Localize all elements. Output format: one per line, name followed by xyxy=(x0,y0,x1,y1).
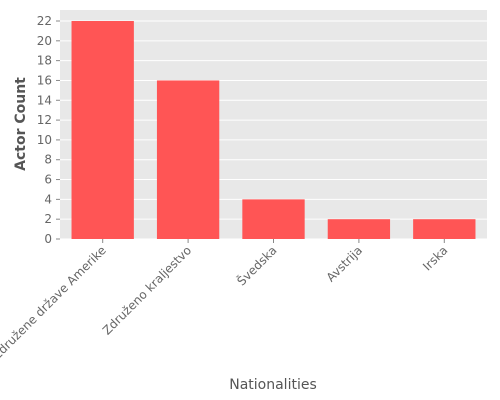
y-axis-ticks: 0 2 4 6 8 10 12 14 16 18 20 22 xyxy=(37,14,60,246)
bar xyxy=(242,199,305,239)
x-axis-title: Nationalities xyxy=(229,377,317,393)
y-axis-title: Actor Count xyxy=(13,77,29,171)
bar xyxy=(327,219,391,239)
y-tick-label: 18 xyxy=(37,54,52,68)
x-tick-label: Irska xyxy=(420,243,450,273)
bar xyxy=(413,219,476,239)
y-tick-label: 4 xyxy=(44,192,52,206)
bar xyxy=(156,80,220,239)
y-tick-label: 12 xyxy=(37,113,52,127)
y-tick-label: 16 xyxy=(37,73,52,87)
x-tick-label: Švedska xyxy=(234,243,280,289)
y-tick-label: 0 xyxy=(44,232,52,246)
x-tick-label: Združeno kraljestvo xyxy=(100,243,194,337)
y-tick-label: 2 xyxy=(44,212,52,226)
y-tick-label: 10 xyxy=(37,133,52,147)
bar xyxy=(71,21,134,239)
bars xyxy=(71,21,476,239)
x-tick-label: Združene države Amerike xyxy=(0,243,109,362)
y-tick-label: 14 xyxy=(37,93,52,107)
y-tick-label: 8 xyxy=(44,153,52,167)
y-tick-label: 22 xyxy=(37,14,52,28)
y-tick-label: 6 xyxy=(44,173,52,187)
y-tick-label: 20 xyxy=(37,34,52,48)
x-tick-label: Avstrija xyxy=(324,243,365,284)
